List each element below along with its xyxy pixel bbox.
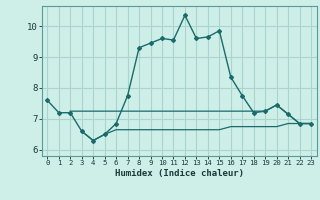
X-axis label: Humidex (Indice chaleur): Humidex (Indice chaleur) — [115, 169, 244, 178]
